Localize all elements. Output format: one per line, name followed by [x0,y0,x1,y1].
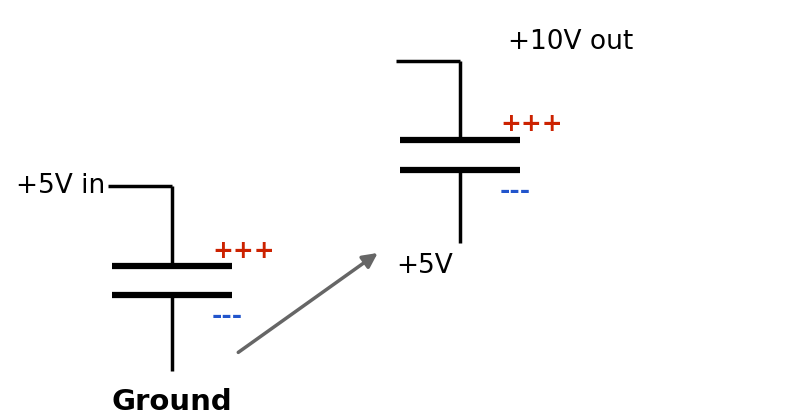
Text: ---: --- [212,304,243,328]
Text: +10V out: +10V out [508,29,634,55]
Text: +5V: +5V [396,253,453,279]
Text: +++: +++ [212,239,274,263]
Text: +5V in: +5V in [16,173,106,199]
Text: +++: +++ [500,112,562,136]
Text: Ground: Ground [112,388,232,416]
Text: ---: --- [500,178,531,202]
